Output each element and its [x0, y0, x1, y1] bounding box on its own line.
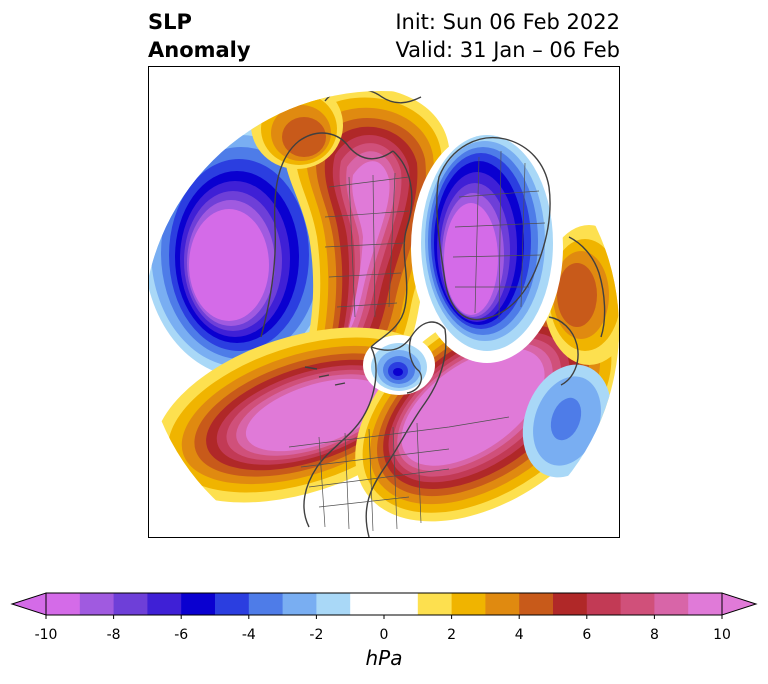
colorbar-tick-label: 0 — [380, 627, 389, 643]
colorbar-tick-label: -6 — [174, 627, 188, 643]
colorbar-tick-label: 2 — [447, 627, 456, 643]
colorbar-tick-label: -10 — [35, 627, 58, 643]
valid-range: Valid: 31 Jan – 06 Feb — [395, 38, 620, 62]
title-line-1: SLP — [148, 10, 192, 34]
coastlines — [260, 91, 606, 537]
colorbar-tick-label: -4 — [242, 627, 256, 643]
colorbar-bin — [620, 593, 655, 615]
colorbar-bin — [282, 593, 317, 615]
europe-high — [543, 225, 619, 365]
colorbar-unit-label: hPa — [365, 646, 403, 670]
colorbar-tick-label: 4 — [515, 627, 524, 643]
colorbar-bin — [316, 593, 351, 615]
colorbar-tick-label: 10 — [713, 627, 731, 643]
colorbar-bin — [147, 593, 182, 615]
political-borders — [288, 150, 546, 532]
alaska-high — [251, 91, 343, 169]
colorbar-tick-label: -8 — [107, 627, 121, 643]
colorbar-extend-max — [721, 592, 758, 616]
date-info: Init: Sun 06 Feb 2022 Valid: 31 Jan – 06… — [395, 8, 620, 64]
colorbar-extend-min — [10, 592, 47, 616]
colorbar-bin — [654, 593, 689, 615]
slp-anomaly-map — [149, 91, 619, 537]
colorbar: -10 -8 -6 -4 -2 0 2 4 6 8 10 — [10, 592, 758, 643]
colorbar-bin — [485, 593, 520, 615]
colorbar-bin — [46, 593, 81, 615]
north-pacific-low — [149, 121, 344, 377]
colorbar-bin — [350, 593, 419, 615]
colorbar-tick-label: 6 — [582, 627, 591, 643]
colorbar-bin — [215, 593, 250, 615]
greenland-low — [411, 131, 563, 363]
colorbar-bin — [519, 593, 554, 615]
colorbar-bin — [553, 593, 588, 615]
map-title: SLP Anomaly — [148, 8, 251, 64]
colorbar-bin — [586, 593, 622, 615]
colorbar-bin — [113, 593, 148, 615]
colorbar-bin — [417, 593, 453, 615]
map-panel — [148, 66, 620, 538]
colorbar-bin — [688, 593, 723, 615]
title-line-2: Anomaly — [148, 38, 251, 62]
colorbar-bin — [451, 593, 486, 615]
colorbar-tick-label: 8 — [650, 627, 659, 643]
init-date: Init: Sun 06 Feb 2022 — [395, 10, 620, 34]
colorbar-bin — [248, 593, 284, 615]
colorbar-tick-label: -2 — [309, 627, 323, 643]
colorbar-bin — [79, 593, 115, 615]
colorbar-bin — [181, 593, 216, 615]
